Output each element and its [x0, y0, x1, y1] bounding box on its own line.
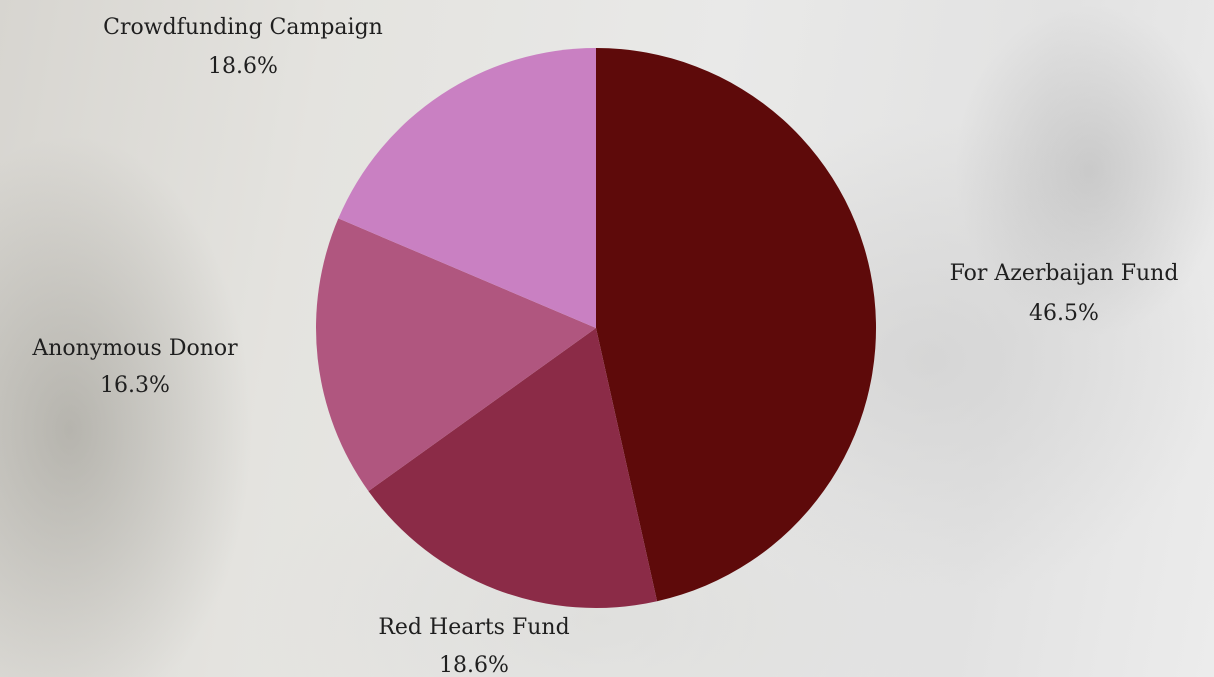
- slice-value-anonymous-donor: 16.3%: [100, 373, 170, 398]
- pie-slice-for-azerbaijan-fund: [596, 48, 877, 602]
- slice-label-crowdfunding-campaign: Crowdfunding Campaign: [103, 15, 383, 40]
- slice-label-anonymous-donor: Anonymous Donor: [31, 336, 238, 361]
- slice-value-red-hearts-fund: 18.6%: [439, 653, 509, 677]
- pie-slice-crowdfunding-campaign: [338, 48, 596, 328]
- pie-labels: For Azerbaijan Fund 46.5% Red Hearts Fun…: [31, 15, 1178, 677]
- pie-slice-anonymous-donor: [316, 218, 596, 492]
- pie-slice-red-hearts-fund: [368, 328, 658, 609]
- pie-slices: [316, 48, 877, 609]
- slice-value-for-azerbaijan-fund: 46.5%: [1029, 301, 1099, 326]
- slice-label-red-hearts-fund: Red Hearts Fund: [378, 615, 569, 640]
- slice-label-for-azerbaijan-fund: For Azerbaijan Fund: [950, 261, 1179, 286]
- slice-value-crowdfunding-campaign: 18.6%: [208, 54, 278, 79]
